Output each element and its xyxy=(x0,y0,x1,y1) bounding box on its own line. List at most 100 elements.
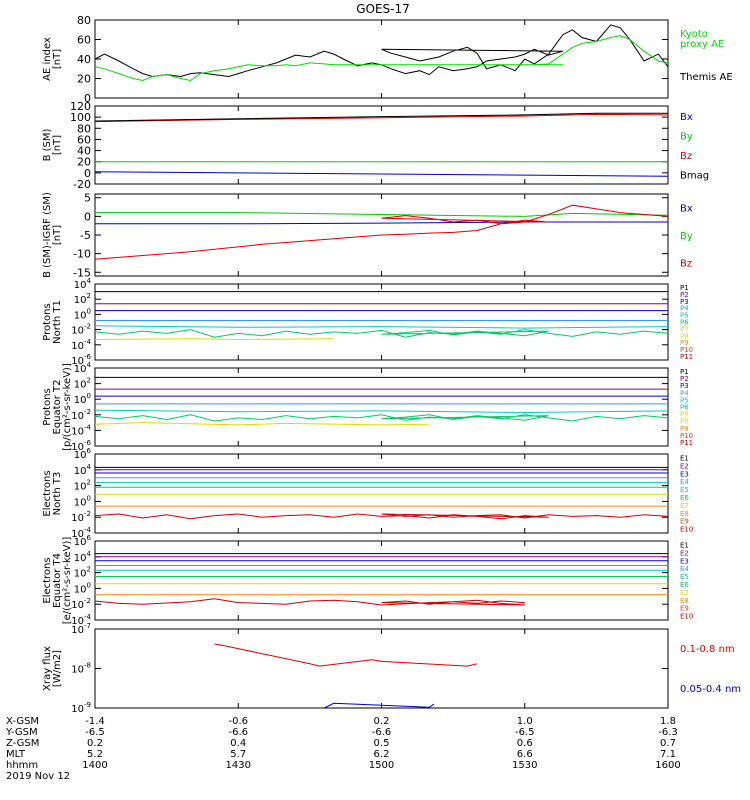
panel-frame xyxy=(94,367,669,447)
series-line-p7 xyxy=(94,422,430,426)
panel-frame xyxy=(94,19,669,99)
legend-label: P6 xyxy=(680,404,689,412)
x-row-label: MLT xyxy=(6,749,26,760)
legend-label: P8 xyxy=(680,418,689,426)
legend-label: E7 xyxy=(680,589,689,597)
y-tick-label: 106 xyxy=(74,447,92,461)
y-axis-label: B (SM)-IGRF (SM) xyxy=(42,192,53,278)
y-tick-label: 10-4 xyxy=(71,423,91,437)
legend-label: E1 xyxy=(680,541,689,549)
x-row-value: 6.2 xyxy=(374,749,390,760)
x-axis-group: X-GSM -1.4 -0.6 0.2 1.0 1.8 Y-GSM -6.5 -6.6 -6.6 -… xyxy=(5,716,681,782)
y-tick-label: 100 xyxy=(74,392,91,406)
x-row-value: 1.0 xyxy=(517,716,533,727)
legend-label: E7 xyxy=(680,502,689,510)
legend-label: E8 xyxy=(680,597,689,605)
y-tick-label: 10-4 xyxy=(71,338,91,352)
x-row-value: 1430 xyxy=(226,760,251,771)
y-axis-label: B (SM) xyxy=(42,128,53,161)
y-tick-label: 10-8 xyxy=(71,662,91,676)
y-tick-label: 20 xyxy=(77,73,91,86)
x-row-value: 1500 xyxy=(369,760,394,771)
x-row-value: 0.4 xyxy=(230,738,246,749)
legend-label: P10 xyxy=(680,346,693,354)
legend-label: Bx xyxy=(680,112,693,123)
legend-label: P3 xyxy=(680,298,689,306)
legend-label: E5 xyxy=(680,573,689,581)
series-line-p5 xyxy=(94,325,669,329)
x-row-value: 0.2 xyxy=(87,738,103,749)
legend-label: Kyoto xyxy=(680,29,708,40)
x-row-value: 1400 xyxy=(82,760,107,771)
x-row-label: hhmm xyxy=(6,760,38,771)
y-tick-label: 120 xyxy=(70,100,91,113)
x-row-value: 1.8 xyxy=(660,716,676,727)
legend-label: 0.1-0.8 nm xyxy=(680,644,735,655)
legend-label: 0.05-0.4 nm xyxy=(680,684,741,695)
series-line-bx xyxy=(94,171,669,177)
legend-label: P9 xyxy=(680,425,689,433)
legend-label: P2 xyxy=(680,291,689,299)
x-row-label: Y-GSM xyxy=(5,727,38,738)
y-axis-label: AE index xyxy=(42,37,53,81)
series-line-bx xyxy=(95,221,668,225)
y-tick-label: 102 xyxy=(74,292,91,306)
y-tick-label: 100 xyxy=(74,581,91,595)
y-axis-label: Protons xyxy=(42,303,53,340)
plot-title: GOES-17 xyxy=(356,2,410,16)
y-tick-label: 5 xyxy=(84,192,91,205)
x-row-value: 7.1 xyxy=(660,749,676,760)
series-line-kyoto-proxy-ae xyxy=(94,35,669,82)
x-row-value: -6.5 xyxy=(515,727,535,738)
legend-label: P11 xyxy=(680,439,693,447)
series-line-p7 xyxy=(94,338,334,341)
x-row-value: -6.6 xyxy=(372,727,392,738)
x-row-value: 0.5 xyxy=(374,738,390,749)
series-line-e9 xyxy=(94,598,525,606)
panel-frame xyxy=(94,628,669,709)
y-axis-label: [p/(cm²-s-sr-keV)] xyxy=(62,363,73,451)
legend-label: E9 xyxy=(680,518,689,526)
y-tick-label: 104 xyxy=(74,361,92,375)
y-tick-label: 10-2 xyxy=(71,597,91,611)
y-tick-label: 80 xyxy=(77,122,91,135)
legend-label: E2 xyxy=(680,549,689,557)
x-row-value: 5.7 xyxy=(230,749,246,760)
legend-label: P6 xyxy=(680,319,689,327)
legend-label: P3 xyxy=(680,382,689,390)
y-tick-label: -20 xyxy=(73,178,91,191)
y-tick-label: 10-2 xyxy=(71,408,91,422)
y-tick-label: 60 xyxy=(77,133,91,146)
y-axis-label: North T1 xyxy=(52,300,63,344)
y-tick-label: 104 xyxy=(74,277,92,291)
legend-label: P4 xyxy=(680,305,689,313)
y-tick-label: 102 xyxy=(74,566,91,580)
legend-label: E2 xyxy=(680,462,689,470)
panel-xray: 10-9 10-8 10-7 Xray flux [W/m2] 0.1-0.8 nm 0.0… xyxy=(42,622,741,715)
legend-label: By xyxy=(680,131,693,142)
date-label: 2019 Nov 12 xyxy=(6,771,70,782)
legend-label: P1 xyxy=(680,284,689,292)
legend-label: Bz xyxy=(680,151,692,162)
legend-label: E5 xyxy=(680,486,689,494)
series-line-e9 xyxy=(94,513,669,520)
panel-frame xyxy=(94,453,669,534)
panel-bigrf: -15 -10 -5 0 5 B (SM)-IGRF (SM) [nT] Bx By Bz xyxy=(42,192,693,280)
y-tick-label: 102 xyxy=(74,479,91,493)
x-row-value: 1600 xyxy=(655,760,680,771)
y-axis-label: Xray flux xyxy=(42,646,53,691)
y-axis-label: Electrons xyxy=(42,557,53,603)
y-tick-label: 0 xyxy=(84,92,91,105)
series-line-p5 xyxy=(94,409,669,414)
y-tick-label: 60 xyxy=(77,34,91,47)
legend-label: Bx xyxy=(680,204,693,215)
legend-label: P5 xyxy=(680,312,689,320)
y-tick-label: 106 xyxy=(74,534,92,548)
